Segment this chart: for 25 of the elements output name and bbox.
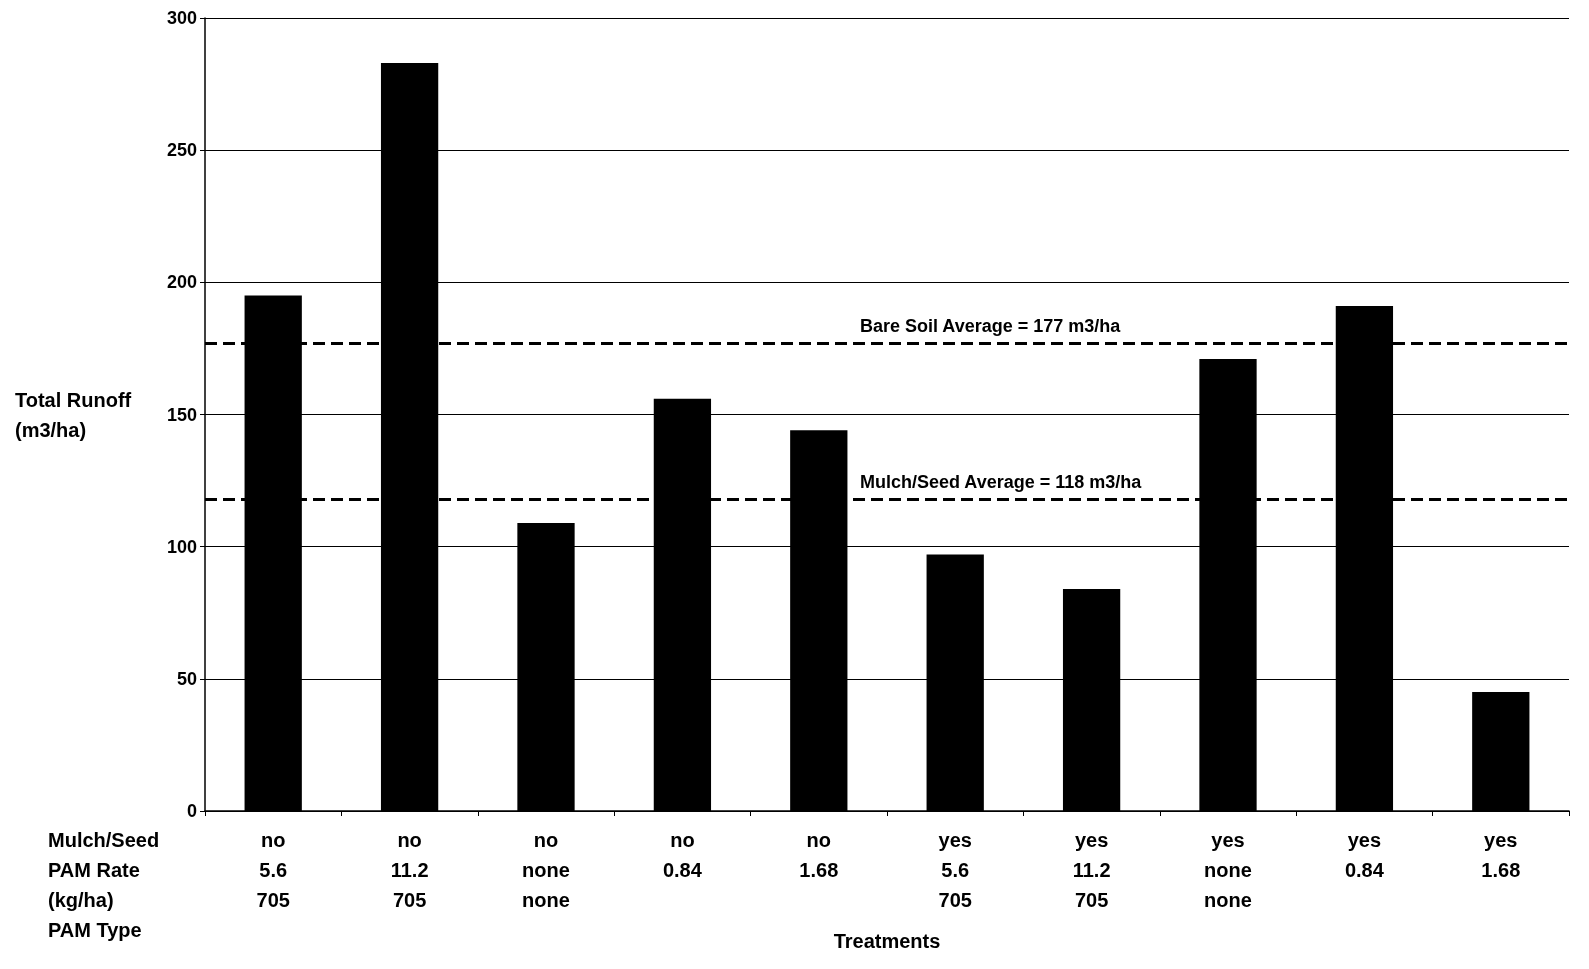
x-tick-label: yes 1.68 bbox=[1481, 829, 1521, 881]
x-tick-label: yes 11.2 705 bbox=[1072, 829, 1111, 911]
y-axis-title: Total Runoff (m3/ha) bbox=[15, 389, 132, 441]
x-tick-label: yes 5.6 705 bbox=[938, 829, 972, 911]
y-tick-label: 0 bbox=[186, 801, 197, 821]
x-tick-label: yes 0.84 bbox=[1344, 829, 1385, 881]
y-tick-label: 150 bbox=[166, 404, 197, 425]
text: (kg/ha) bbox=[48, 889, 114, 911]
x-tick-label: yes none none bbox=[1204, 829, 1252, 911]
y-tick-label: 200 bbox=[166, 272, 197, 293]
x-tick-label: no none none bbox=[522, 829, 570, 911]
y-tick-label: 250 bbox=[166, 140, 197, 161]
text: PAM Type bbox=[48, 919, 142, 941]
y-tick-label: 300 bbox=[166, 8, 197, 28]
x-tick-label: no 1.68 bbox=[799, 829, 839, 881]
text: Mulch/Seed bbox=[48, 829, 160, 851]
ref-line-label: Bare Soil Average = 177 m3/ha bbox=[860, 316, 1122, 337]
x-tick-label: no 11.2 705 bbox=[390, 829, 429, 911]
x-tick-label: no 5.6 705 bbox=[256, 829, 290, 911]
ref-line-label: Mulch/Seed Average = 118 m3/ha bbox=[860, 472, 1143, 493]
text: PAM Rate bbox=[48, 859, 140, 881]
x-tick-label: no 0.84 bbox=[662, 829, 703, 881]
y-tick-label: 100 bbox=[166, 536, 197, 557]
x-axis-title: Treatments bbox=[833, 930, 941, 952]
y-tick-label: 50 bbox=[176, 668, 197, 689]
